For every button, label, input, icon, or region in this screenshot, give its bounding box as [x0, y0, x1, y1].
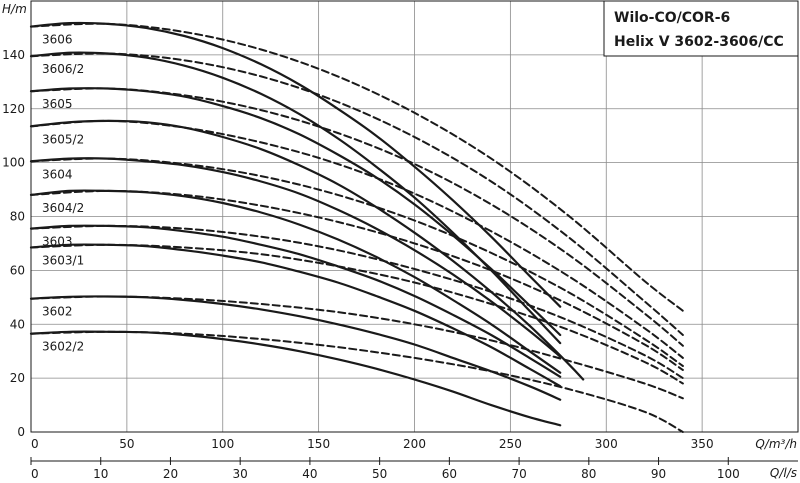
- curve-label: 3602/2: [42, 340, 84, 354]
- curve-label: 3605/2: [42, 132, 84, 146]
- x2-tick-label: 60: [442, 467, 457, 481]
- x-tick-label: 250: [499, 437, 522, 451]
- curve-dashed: [30, 119, 684, 359]
- x-tick-label: 300: [595, 437, 618, 451]
- x2-axis-title: Q/l/s: [770, 466, 797, 480]
- x-tick-labels: 0 50 100 150 200 250 300 350: [31, 437, 714, 451]
- x2-tick-label: 0: [31, 467, 39, 481]
- x-tick-label: 200: [403, 437, 426, 451]
- y-tick-label: 120: [2, 102, 25, 116]
- x-axis-title: Q/m³/h: [755, 437, 797, 451]
- curve-label: 3603: [42, 235, 73, 249]
- x-tick-label: 50: [119, 437, 134, 451]
- x2-tick-label: 100: [717, 467, 740, 481]
- x-tick-label: 350: [691, 437, 714, 451]
- title-box-frame: [603, 0, 799, 57]
- x2-tick-label: 70: [511, 467, 526, 481]
- y-tick-label: 100: [2, 156, 25, 170]
- x-tick-label: 150: [307, 437, 330, 451]
- curve-label: 3604: [42, 167, 73, 181]
- curve-label: 3606/2: [42, 62, 84, 76]
- x2-tick-label: 90: [651, 467, 666, 481]
- curve-dashed: [30, 330, 684, 433]
- curve-dashed: [30, 295, 684, 400]
- x2-tick-label: 50: [372, 467, 387, 481]
- curve-label: 3604/2: [42, 201, 84, 215]
- curve-dashed: [30, 157, 684, 367]
- y-tick-labels: 0 20 40 60 80 100 120 140: [2, 48, 25, 439]
- chart-title-line-1: Wilo-CO/COR-6: [614, 10, 730, 26]
- x2-tick-label: 10: [93, 467, 108, 481]
- y-axis-title: H/m: [2, 2, 27, 16]
- curve-label: 3606: [42, 33, 73, 47]
- x2-tick-labels: 0 10 20 30 40 50 60 70 80 90 100: [30, 457, 740, 481]
- x-tick-label: 0: [31, 437, 39, 451]
- plot-frame: [30, 0, 799, 433]
- curve-series: [29, 21, 684, 433]
- x2-tick-label: 30: [233, 467, 248, 481]
- chart-title-line-2: Helix V 3602-3606/CC: [614, 34, 784, 50]
- curve-dashed: [30, 52, 684, 336]
- y-tick-label: 0: [17, 425, 25, 439]
- x2-tick-label: 20: [163, 467, 178, 481]
- curve-dashed: [30, 189, 684, 371]
- curve-label: 3602: [42, 305, 73, 319]
- x-tick-label: 100: [211, 437, 234, 451]
- y-tick-label: 80: [10, 210, 25, 224]
- curve-label: 3603/1: [42, 253, 84, 267]
- y-tick-label: 60: [10, 263, 25, 277]
- y-tick-label: 140: [2, 48, 25, 62]
- curve-labels: 3606 3606/2 3605 3605/2 3604 3604/2 3603 3603/1…: [42, 33, 84, 354]
- curve-dashed: [30, 224, 684, 380]
- curve-dashed: [30, 243, 684, 385]
- y-tick-label: 40: [10, 317, 25, 331]
- chart-title-box: Wilo-CO/COR-6 Helix V 3602-3606/CC: [603, 0, 799, 57]
- x2-tick-label: 80: [581, 467, 596, 481]
- curve-label: 3605: [42, 97, 73, 111]
- curve-solid: [29, 119, 585, 381]
- curve-dashed: [30, 22, 684, 312]
- x2-tick-label: 40: [302, 467, 317, 481]
- y-tick-label: 20: [10, 371, 25, 385]
